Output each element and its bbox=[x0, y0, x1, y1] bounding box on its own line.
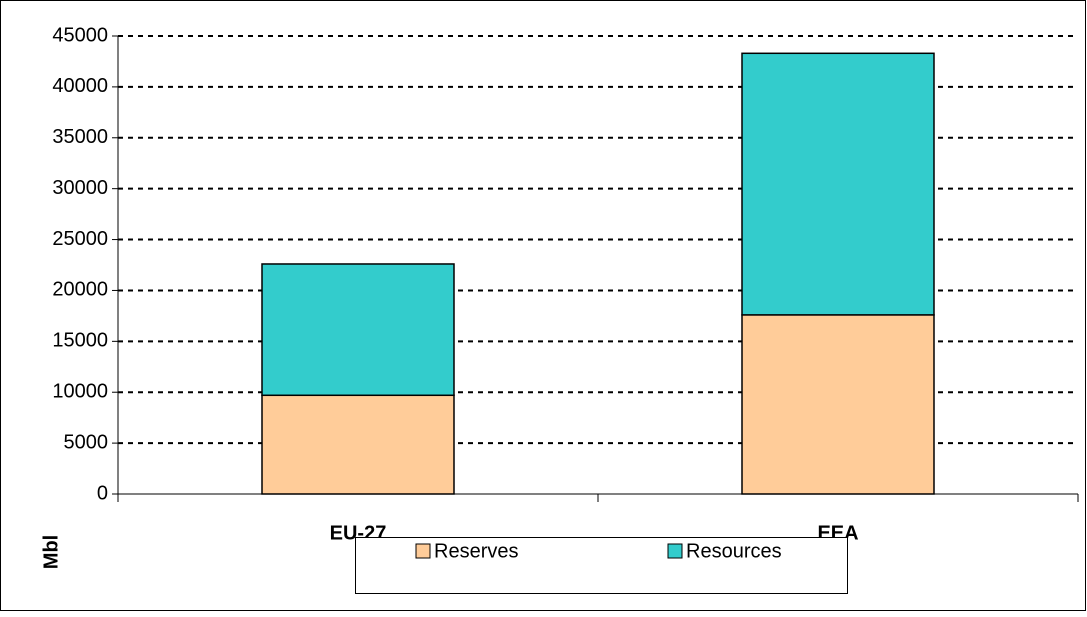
y-tick-label: 10000 bbox=[52, 381, 108, 403]
y-tick-label: 25000 bbox=[52, 228, 108, 250]
bar-segment bbox=[261, 394, 455, 495]
y-tick-label: 20000 bbox=[52, 279, 108, 301]
bar-segment bbox=[741, 52, 935, 316]
bar-segment bbox=[261, 263, 455, 397]
legend-label: Reserves bbox=[434, 540, 518, 562]
y-axis-label: Mbl bbox=[40, 535, 62, 569]
legend-swatch bbox=[415, 543, 431, 559]
bar-segment bbox=[741, 314, 935, 495]
y-tick-label: 40000 bbox=[52, 75, 108, 97]
y-tick-label: 15000 bbox=[52, 330, 108, 352]
y-tick-label: 35000 bbox=[52, 126, 108, 148]
y-tick-label: 30000 bbox=[52, 177, 108, 199]
legend-swatch bbox=[667, 543, 683, 559]
legend-box bbox=[355, 537, 848, 594]
legend-label: Resources bbox=[686, 540, 782, 562]
y-tick-label: 5000 bbox=[64, 431, 109, 453]
y-tick-label: 0 bbox=[97, 482, 108, 504]
y-tick-label: 45000 bbox=[52, 24, 108, 46]
